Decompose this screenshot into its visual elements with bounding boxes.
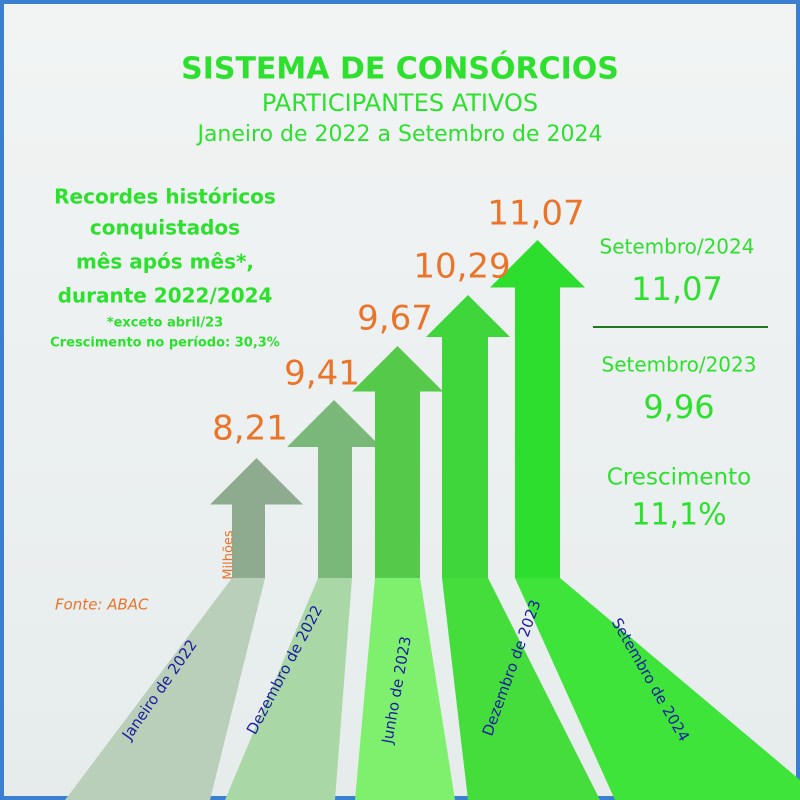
arrow — [426, 295, 510, 578]
unit: Milhões — [222, 530, 237, 580]
streak — [225, 578, 352, 800]
arrows — [65, 240, 800, 800]
arrow — [490, 240, 585, 578]
streak — [65, 578, 265, 800]
subtitle: PARTICIPANTES ATIVOS — [262, 89, 538, 117]
arrow-value: 9,41 — [284, 354, 360, 394]
records-line: Recordes históricos — [54, 185, 276, 209]
streak — [515, 578, 800, 800]
previous-value: 9,96 — [643, 388, 714, 426]
arrow-value: 10,29 — [413, 247, 510, 287]
records-note: *exceto abril/23 — [107, 316, 223, 331]
records-line: durante 2022/2024 — [58, 284, 273, 308]
records-growth: Crescimento no período: 30,3% — [50, 336, 280, 351]
title: SISTEMA DE CONSÓRCIOS — [181, 50, 619, 87]
records-line: conquistados — [90, 216, 240, 240]
arrow-value: 9,67 — [357, 299, 433, 339]
arrow — [352, 346, 443, 578]
streak — [355, 578, 455, 800]
source: Fonte: ABAC — [55, 596, 149, 614]
arrow — [287, 400, 381, 578]
current-value: 11,07 — [631, 270, 723, 308]
current-label: Setembro/2024 — [600, 235, 755, 259]
growth-value: 11,1% — [631, 498, 726, 533]
arrow-value: 8,21 — [212, 409, 288, 449]
arrow-value: 11,07 — [487, 194, 584, 234]
period: Janeiro de 2022 a Setembro de 2024 — [195, 122, 602, 147]
growth-label: Crescimento — [607, 465, 751, 491]
streak — [442, 578, 600, 800]
records-line: mês após mês*, — [76, 250, 254, 274]
previous-label: Setembro/2023 — [602, 353, 757, 377]
arrow — [210, 458, 303, 578]
